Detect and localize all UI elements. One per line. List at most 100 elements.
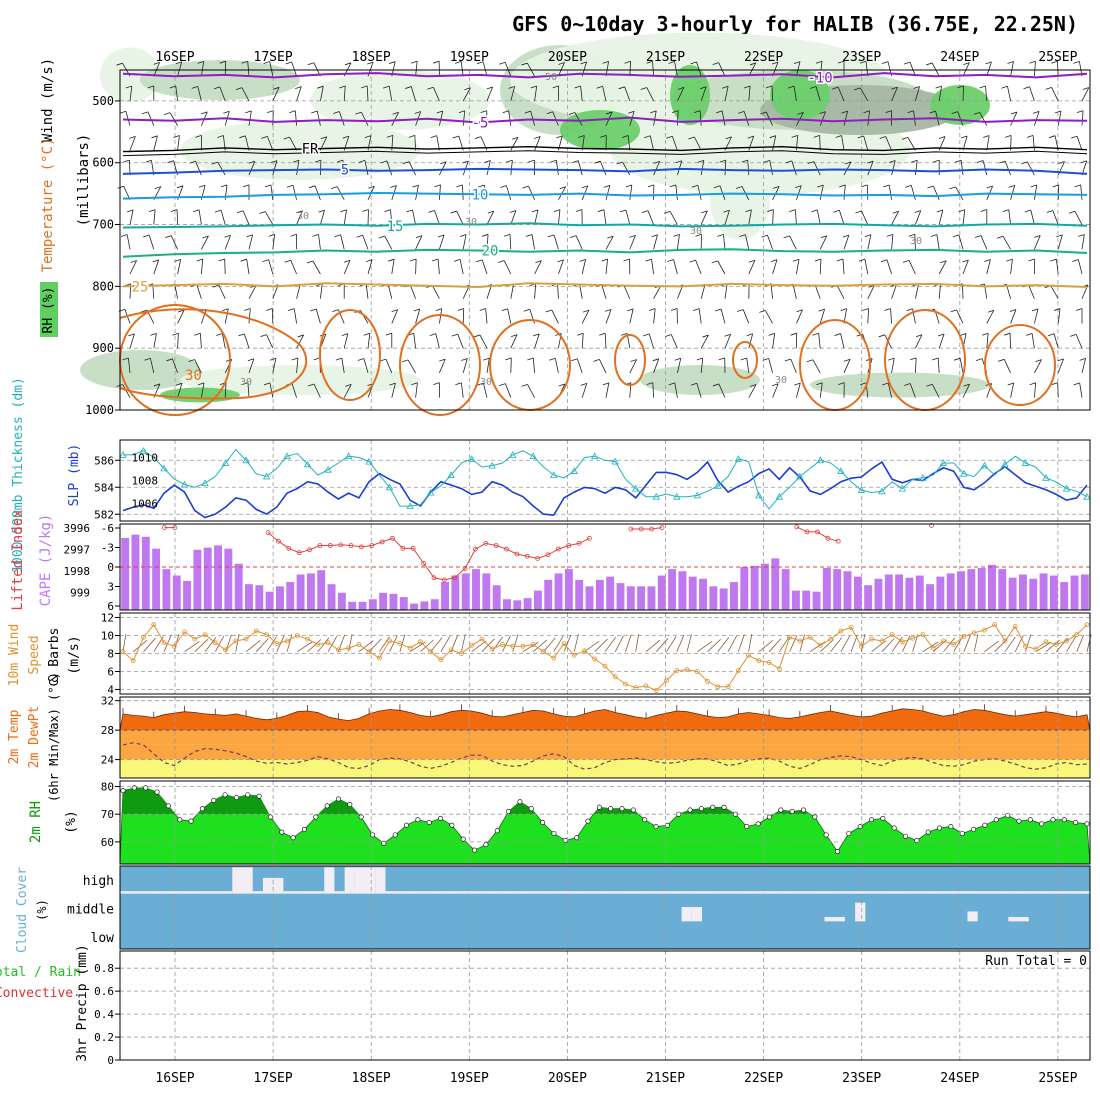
- wind-barb: [534, 283, 537, 299]
- wind-barb-flag: [434, 184, 441, 188]
- wind-speed-point: [335, 647, 341, 653]
- cape-bar: [967, 569, 976, 610]
- wind-barb-flag: [938, 136, 946, 139]
- wind-barb-flag: [117, 185, 124, 189]
- wind-speed-point: [746, 652, 751, 658]
- wind-speed-point: [797, 638, 803, 644]
- wind-barb: [153, 333, 157, 349]
- wind-barb: [432, 87, 440, 102]
- wind-barb: [557, 283, 559, 299]
- cape-bar: [688, 576, 697, 610]
- wind-barb-flag: [1002, 209, 1009, 213]
- wind-barb-flag: [667, 259, 674, 262]
- cape-bar: [523, 598, 532, 610]
- temp-tick-label: 28: [101, 724, 114, 737]
- wind-barb: [482, 61, 488, 77]
- cape-ylabel: CAPE (J/kg): [38, 514, 54, 607]
- wind-speed-point: [961, 634, 967, 639]
- wind-barb: [509, 234, 512, 250]
- rh2m-point: [857, 824, 863, 830]
- wind-barb: [507, 308, 512, 324]
- wind-barb-flag: [935, 85, 942, 89]
- wind-barb-flag: [841, 110, 848, 114]
- wind-tick-label: 8: [107, 648, 114, 661]
- wind-barb: [391, 259, 395, 275]
- wind-barb: [462, 234, 467, 250]
- wind-barb-flag: [749, 384, 757, 387]
- wind-speed-point: [705, 679, 710, 684]
- thickness-point: [816, 456, 825, 464]
- wind-barb: [1057, 308, 1061, 324]
- wind-barb-flag: [891, 86, 898, 90]
- li-point: [535, 556, 541, 561]
- wind-barb-flag: [749, 62, 756, 66]
- wind-barb: [291, 61, 297, 77]
- wind-barb-flag: [406, 209, 413, 213]
- rh2m-point: [1061, 817, 1067, 823]
- cloud-high-bar: [405, 891, 417, 894]
- wind-barb-flag: [867, 160, 874, 164]
- thickness-line: [123, 448, 1088, 510]
- wind-barb-flag: [402, 161, 410, 164]
- wind-barb-flag: [151, 135, 158, 139]
- wind-barb: [296, 284, 301, 299]
- wind-barb: [437, 259, 440, 275]
- wind-barb: [269, 61, 274, 77]
- wind-barb-flag: [769, 135, 776, 139]
- wind-barb-flag: [147, 85, 154, 89]
- wind-barb-flag: [498, 260, 505, 263]
- li-point: [493, 543, 499, 548]
- wind-barb: [386, 160, 393, 176]
- wind-barb: [434, 210, 440, 225]
- rh2m-point: [880, 815, 886, 821]
- wind-barb: [653, 161, 661, 176]
- cape-bar: [637, 586, 646, 610]
- wind-barb: [724, 283, 728, 299]
- wind-barb: [915, 357, 917, 373]
- wind-barb: [1028, 284, 1035, 299]
- wind-barb-flag: [668, 61, 675, 64]
- wind-barb: [700, 284, 706, 299]
- wind-barb: [471, 640, 487, 653]
- rh2m-point: [1084, 821, 1090, 827]
- thickness-point: [160, 464, 168, 472]
- wind-barb-flag: [123, 159, 130, 163]
- wind-barb: [479, 334, 488, 349]
- wind-barb-flag: [378, 235, 385, 239]
- wind-barb: [177, 61, 183, 77]
- wind-barb-flag: [474, 136, 482, 140]
- rh2m-point: [404, 822, 410, 828]
- wind-barb-flag: [837, 60, 845, 64]
- wind-barb-flag: [125, 85, 132, 89]
- wind-speed-point: [941, 638, 946, 644]
- wind-ylabel-speed: Speed: [27, 635, 42, 674]
- cape-bar: [616, 583, 625, 610]
- wind-barb-flag: [1074, 184, 1081, 188]
- wind-barb-flag: [907, 110, 914, 114]
- wind-barb-flag: [385, 332, 392, 336]
- wind-speed-point: [982, 627, 987, 633]
- thickness-point: [570, 467, 578, 474]
- wind-barb-flag: [668, 382, 675, 386]
- slp-tick-label: 1008: [132, 475, 159, 488]
- wind-barb-flag: [197, 60, 204, 64]
- cloud-high-bar: [977, 891, 988, 894]
- rh2m-point: [256, 793, 262, 799]
- wind-barb: [1034, 61, 1036, 77]
- wind-barb: [867, 160, 874, 176]
- wind-barb: [959, 358, 964, 373]
- wind-speed-point: [397, 641, 403, 646]
- rh2m-point: [812, 814, 818, 820]
- rh2m-ylabel-unit: (%): [64, 810, 79, 833]
- wind-barb-flag: [239, 135, 246, 139]
- cape-bar: [657, 575, 666, 610]
- cape-bar: [327, 584, 336, 610]
- wind-speed-point: [438, 657, 444, 663]
- cape-bar: [668, 569, 677, 610]
- wind-barb: [175, 85, 178, 101]
- wind-barb: [938, 333, 945, 349]
- cloud-high-bar: [477, 891, 488, 894]
- wind-barb: [390, 209, 393, 225]
- wind-speed-point: [1023, 643, 1028, 649]
- rh-shading: [180, 120, 420, 180]
